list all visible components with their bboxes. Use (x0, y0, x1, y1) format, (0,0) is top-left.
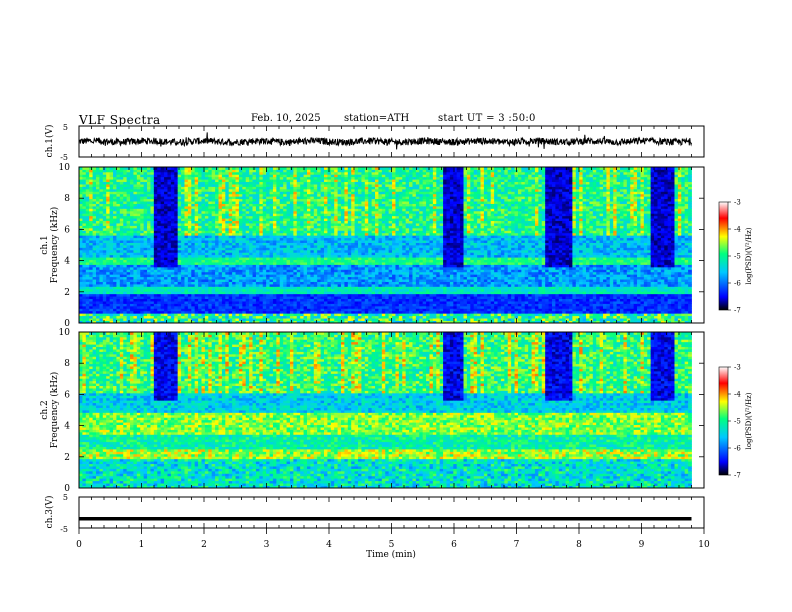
colorbar-tick-label: -5 (734, 418, 741, 426)
freq-tick-label: 4 (64, 422, 70, 432)
x-tick-label: 10 (698, 540, 710, 550)
colorbar-tick-label: -3 (734, 199, 741, 207)
x-tick-label: 0 (76, 540, 82, 550)
x-tick-label: 4 (326, 540, 332, 550)
ch1-ylabel: ch.1(V) (44, 125, 55, 158)
freq-tick-label: 6 (64, 225, 70, 235)
freq-tick-label: 6 (64, 390, 70, 400)
x-tick-label: 7 (514, 540, 520, 550)
colorbar-tick-label: -6 (734, 445, 741, 453)
colorbar-tick-label: -4 (734, 391, 741, 399)
colorbar-tick-label: -7 (734, 472, 741, 480)
date-label: Feb. 10, 2025 (251, 113, 321, 124)
ch1-spectrogram-heatmap (79, 167, 704, 324)
x-tick-label: 2 (201, 540, 207, 550)
start-ut-label: start UT = 3 :50:0 (438, 113, 536, 124)
colorbar-label: log(PSD)(V²/Hz) (745, 227, 753, 284)
ch2-spec-ylabel-freq: Frequency (kHz) (49, 372, 60, 449)
freq-tick-label: 0 (64, 319, 70, 329)
ch2-spec-ylabel-channel: ch.2 (40, 400, 50, 419)
colorbar-tick-label: -7 (734, 307, 741, 315)
ch2-spectrogram-heatmap (79, 332, 704, 489)
x-axis-label: Time (min) (366, 549, 416, 560)
ch1-ytick-minus5: -5 (60, 153, 68, 162)
freq-tick-label: 0 (64, 484, 70, 494)
ch3-ylabel: ch.3(V) (44, 496, 55, 529)
x-tick-label: 6 (451, 540, 457, 550)
ch1-colorbar: -3 -4 -5 -6 -7 log(PSD)(V²/Hz) (718, 199, 753, 315)
x-tick-label: 1 (139, 540, 145, 550)
freq-tick-label: 10 (59, 163, 71, 173)
plot-title: VLF Spectra (79, 113, 161, 127)
freq-tick-label: 2 (64, 453, 70, 463)
time-axis: 0 1 2 3 4 5 6 7 8 9 10 (76, 528, 710, 550)
ch1-spec-ylabel-freq: Frequency (kHz) (49, 207, 60, 284)
colorbar-tick-label: -5 (734, 253, 741, 261)
ch1-ytick-5: 5 (63, 123, 68, 132)
freq-tick-label: 4 (64, 257, 70, 267)
freq-tick-label: 8 (64, 194, 70, 204)
ch1-waveform-panel: 5 -5 ch.1(V) (44, 123, 705, 162)
ch3-ytick-minus5: -5 (60, 525, 68, 534)
colorbar-gradient (718, 201, 729, 311)
ch3-ytick-5: 5 (63, 493, 68, 502)
colorbar-gradient (718, 366, 729, 476)
ch2-spectrogram-panel: 0 2 4 6 8 10 ch.2 Frequency (kHz) -3 -4 -5 -6 -7 l… (40, 328, 753, 494)
ch2-colorbar: -3 -4 -5 -6 -7 log(PSD)(V²/Hz) (718, 364, 753, 480)
ch1-waveform-line (78, 132, 692, 150)
freq-tick-label: 10 (59, 328, 71, 338)
colorbar-label: log(PSD)(V²/Hz) (745, 392, 753, 449)
ch1-spec-ylabel-channel: ch.1 (40, 235, 50, 254)
x-tick-label: 8 (576, 540, 582, 550)
x-tick-label: 3 (264, 540, 270, 550)
colorbar-tick-label: -4 (734, 226, 741, 234)
station-label: station=ATH (344, 113, 409, 124)
x-tick-label: 9 (639, 540, 645, 550)
freq-tick-label: 2 (64, 288, 70, 298)
ch1-spectrogram-panel: 0 2 4 6 8 10 ch.1 Frequency (kHz) -3 -4 -5 -6 -7 l… (40, 163, 753, 329)
colorbar-tick-label: -3 (734, 364, 741, 372)
freq-tick-label: 8 (64, 359, 70, 369)
colorbar-tick-label: -6 (734, 280, 741, 288)
x-tick-label: 5 (389, 540, 395, 550)
ch3-waveform-panel: 5 -5 ch.3(V) 0 1 2 3 4 5 6 7 8 9 10 Time (min) (44, 493, 710, 560)
